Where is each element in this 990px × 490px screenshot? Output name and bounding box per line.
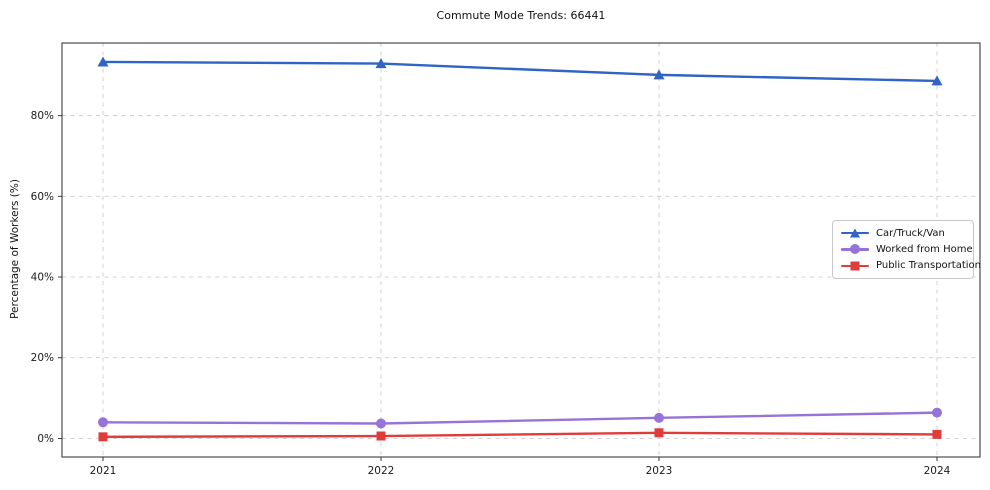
- legend-swatch-line-square-icon: [841, 260, 869, 272]
- square-marker-icon: [98, 432, 108, 442]
- triangle-marker-icon: [931, 75, 943, 86]
- y-tick-label: 40%: [31, 272, 54, 284]
- legend-item-worked-from-home: Worked from Home: [841, 243, 973, 255]
- x-tick-label: 2024: [924, 465, 951, 477]
- legend-label: Car/Truck/Van: [876, 227, 945, 239]
- circle-marker-icon: [98, 417, 109, 428]
- chart-title: Commute Mode Trends: 66441: [436, 9, 606, 22]
- x-tick-label: 2023: [646, 465, 673, 477]
- y-tick-label: 20%: [31, 352, 54, 364]
- triangle-marker-icon: [375, 58, 387, 69]
- legend-label: Public Transportation: [876, 260, 981, 272]
- square-marker-icon: [376, 431, 386, 441]
- x-tick-label: 2021: [90, 465, 117, 477]
- series-line-2: [103, 431, 938, 439]
- y-tick-label: 60%: [31, 191, 54, 203]
- legend-swatch-line-circle-icon: [841, 243, 869, 255]
- legend-label: Worked from Home: [876, 243, 973, 255]
- legend-item-car-truck-van: Car/Truck/Van: [841, 227, 965, 239]
- y-tick-label: 80%: [31, 110, 54, 122]
- series-line-1: [102, 411, 938, 425]
- legend-swatch-line-triangle-icon: [841, 227, 869, 239]
- square-marker-icon: [654, 428, 664, 438]
- triangle-marker-icon: [653, 69, 665, 80]
- legend-item-public-transportation: Public Transportation: [841, 260, 981, 272]
- y-tick-label: 0%: [37, 433, 54, 445]
- circle-marker-icon: [931, 407, 942, 418]
- circle-marker-icon: [653, 412, 664, 423]
- square-marker-icon: [932, 429, 942, 439]
- circle-marker-icon: [376, 418, 387, 429]
- x-tick-label: 2022: [368, 465, 395, 477]
- series-line-0: [102, 60, 938, 83]
- triangle-marker-icon: [97, 56, 109, 67]
- plot-frame: [61, 42, 981, 458]
- legend: Car/Truck/Van Worked from Home Public Tr…: [832, 220, 981, 279]
